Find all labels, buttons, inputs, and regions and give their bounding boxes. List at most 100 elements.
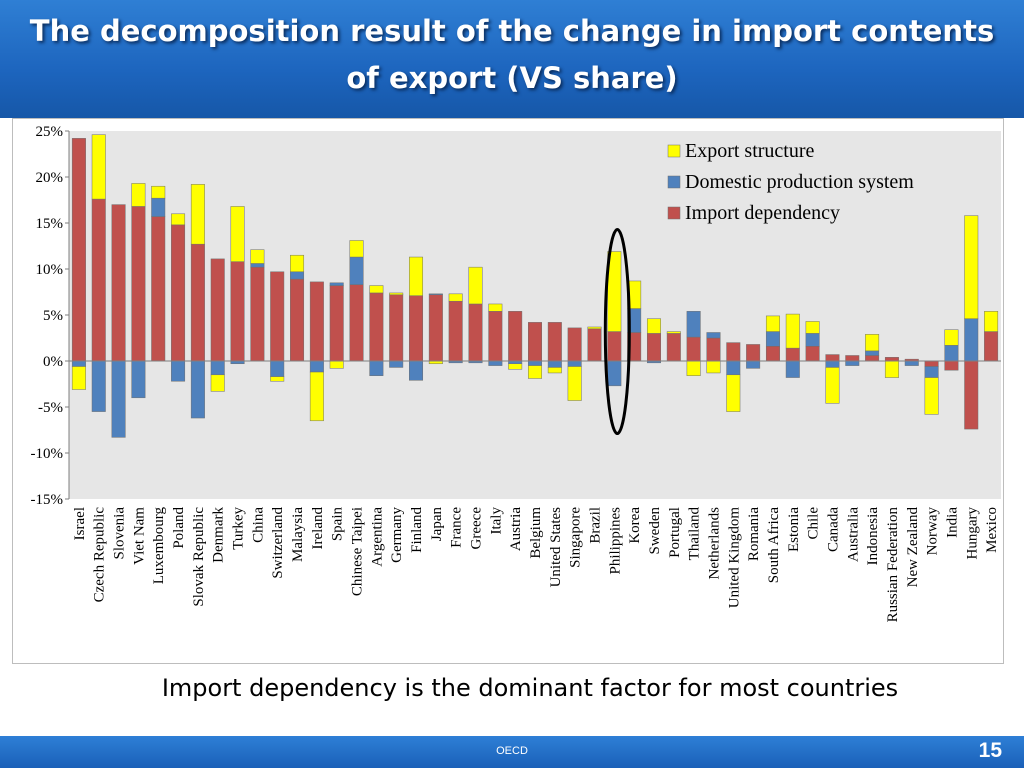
bar	[131, 360, 146, 399]
bar	[428, 294, 443, 362]
slide-title: The decomposition result of the change i…	[0, 8, 1024, 102]
bar	[389, 294, 404, 362]
bar	[646, 318, 661, 334]
x-tick-label: Ireland	[310, 507, 326, 550]
bar	[210, 258, 225, 362]
bar	[250, 266, 265, 362]
bar	[884, 357, 899, 362]
bar	[726, 342, 741, 362]
bar	[468, 266, 483, 305]
bar	[567, 360, 582, 367]
x-tick-label: Philippines	[607, 507, 623, 575]
bar	[290, 271, 305, 280]
x-tick-label: Czech Republic	[92, 507, 108, 603]
bar	[646, 333, 661, 362]
bar	[190, 184, 205, 245]
bar	[805, 321, 820, 334]
x-tick-label: Canada	[825, 507, 841, 552]
y-tick-label: 20%	[36, 170, 64, 186]
bar	[389, 292, 404, 296]
bar	[250, 263, 265, 268]
bar	[746, 344, 761, 362]
legend-swatch	[667, 206, 681, 220]
bar	[409, 360, 424, 381]
bar	[409, 256, 424, 296]
bar	[607, 331, 622, 362]
bar	[230, 261, 245, 362]
bar	[666, 333, 681, 362]
bar	[904, 360, 919, 366]
bar	[151, 185, 166, 199]
y-tick-label: 10%	[36, 262, 64, 278]
bar	[111, 204, 126, 362]
bar	[71, 366, 86, 390]
legend-label: Import dependency	[685, 202, 840, 224]
footer-org: OECD	[496, 745, 528, 757]
x-tick-label: Slovenia	[112, 507, 128, 560]
bar	[845, 360, 860, 366]
bar	[924, 360, 939, 367]
bar	[944, 345, 959, 362]
bar	[547, 360, 562, 368]
bar	[250, 249, 265, 264]
bar	[528, 322, 542, 362]
bar	[190, 243, 205, 362]
x-tick-label: Korea	[627, 507, 643, 544]
bar	[428, 293, 443, 296]
bar	[924, 377, 939, 415]
x-tick-label: Indonesia	[865, 507, 881, 566]
title-banner: The decomposition result of the change i…	[0, 0, 1024, 118]
bar	[706, 332, 721, 339]
bar	[488, 360, 503, 366]
bar	[270, 360, 285, 377]
y-tick-label: 5%	[43, 308, 63, 324]
x-tick-label: Germany	[389, 507, 405, 563]
bar	[210, 360, 225, 376]
bar	[944, 329, 959, 346]
chart-frame: 25% 20% 15% 10% 5% 0% -5% -10% -15% Israel Czech R…	[12, 118, 1004, 664]
bar	[726, 374, 741, 412]
x-tick-label: China	[250, 507, 266, 543]
bar	[171, 213, 186, 226]
x-tick-label: United States	[548, 507, 564, 588]
bar	[171, 360, 186, 382]
legend-label: Domestic production system	[685, 171, 914, 193]
bar	[607, 360, 622, 387]
bar	[508, 311, 523, 362]
x-tick-label: Chile	[806, 507, 822, 540]
bar	[409, 295, 424, 362]
bar	[587, 326, 602, 330]
bar	[369, 360, 384, 376]
y-tick-label: 0%	[43, 354, 63, 370]
bar	[528, 360, 542, 366]
bar	[666, 331, 681, 334]
bar	[865, 350, 880, 356]
bar	[686, 360, 701, 376]
x-tick-label: Chinese Taipei	[350, 507, 366, 596]
bar	[270, 376, 285, 382]
bar	[349, 240, 364, 258]
bar	[765, 331, 780, 347]
bar	[111, 360, 126, 438]
bar	[964, 318, 979, 362]
y-tick-label: 25%	[36, 124, 64, 140]
bar	[984, 311, 999, 332]
x-tick-label: Japan	[429, 507, 445, 542]
bar	[329, 360, 344, 369]
x-tick-label: Sweden	[647, 507, 663, 555]
bar	[131, 183, 146, 207]
bar	[706, 360, 721, 374]
bar	[309, 371, 324, 422]
bar	[825, 367, 840, 404]
bar	[746, 360, 761, 369]
x-tick-label: Romania	[746, 507, 762, 561]
bar	[210, 374, 225, 392]
x-tick-label: Switzerland	[270, 507, 286, 579]
bar	[71, 360, 86, 367]
bar	[369, 292, 384, 362]
bar	[884, 360, 899, 378]
x-tick-label: France	[449, 507, 465, 548]
bar	[488, 311, 503, 362]
x-tick-label: Mexico	[984, 507, 1000, 553]
slide-title-line-2: of export (VS share)	[346, 61, 678, 95]
